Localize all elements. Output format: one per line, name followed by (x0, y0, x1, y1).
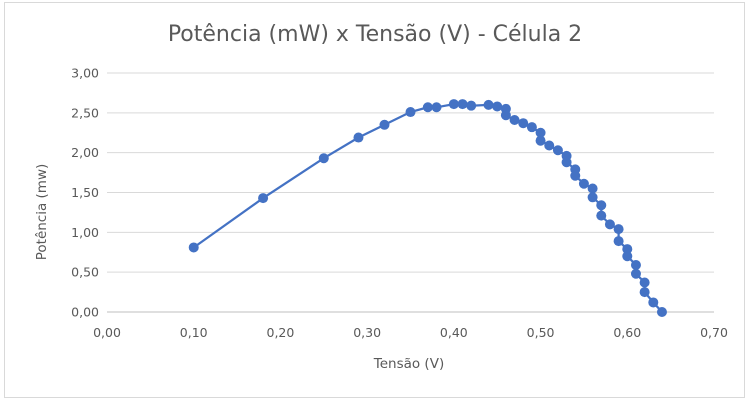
x-axis-title: Tensão (V) (373, 356, 444, 372)
data-point (613, 236, 624, 247)
y-tick-label: 0,50 (71, 265, 99, 280)
data-point (353, 132, 364, 143)
data-point (561, 157, 572, 168)
data-point (431, 102, 442, 113)
data-point (587, 183, 598, 194)
data-point (639, 287, 650, 298)
y-tick-label: 2,00 (71, 145, 99, 160)
data-point (483, 99, 494, 110)
data-point (188, 242, 199, 253)
data-point (578, 178, 589, 189)
y-tick-label: 1,00 (71, 225, 99, 240)
data-points (188, 99, 667, 317)
data-point (604, 219, 615, 230)
data-point (535, 127, 546, 138)
data-point (613, 224, 624, 235)
data-point (552, 145, 563, 156)
data-point (258, 193, 269, 204)
data-point (379, 119, 390, 130)
data-point (405, 107, 416, 118)
data-point (318, 153, 329, 164)
x-tick-label: 0,40 (440, 325, 468, 340)
x-tick-label: 0,30 (353, 325, 381, 340)
data-point (492, 101, 503, 112)
data-point (648, 297, 659, 308)
data-point (535, 135, 546, 146)
chart-title: Potência (mW) x Tensão (V) - Célula 2 (168, 22, 582, 47)
data-point (457, 99, 468, 110)
data-point (466, 100, 477, 111)
data-point (656, 307, 667, 317)
x-tick-label: 0,60 (613, 325, 641, 340)
data-point (509, 115, 520, 126)
y-tick-label: 0,00 (71, 305, 99, 320)
data-point (596, 200, 607, 211)
y-axis-title: Potência (mw) (34, 164, 50, 261)
data-point (422, 102, 433, 113)
x-tick-label: 0,70 (700, 325, 728, 340)
data-point (518, 118, 529, 129)
x-axis-ticks: 0,00 0,10 0,20 0,30 0,40 0,50 0,60 0,70 (93, 325, 728, 340)
y-tick-label: 1,50 (71, 185, 99, 200)
y-tick-label: 2,50 (71, 105, 99, 120)
y-tick-label: 3,00 (71, 66, 99, 81)
data-point (544, 140, 555, 151)
data-point (630, 268, 641, 279)
data-point (596, 210, 607, 221)
data-point (500, 110, 511, 121)
x-tick-label: 0,10 (180, 325, 208, 340)
data-point (639, 277, 650, 288)
data-point (526, 122, 537, 133)
data-point (630, 259, 641, 270)
data-point (448, 99, 459, 110)
series-line (193, 102, 663, 313)
data-point (622, 251, 633, 262)
data-point (570, 170, 581, 181)
x-tick-label: 0,20 (267, 325, 295, 340)
data-point (622, 244, 633, 255)
data-point (587, 192, 598, 203)
chart-frame (4, 2, 745, 398)
y-axis-ticks: 0,00 0,50 1,00 1,50 2,00 2,50 3,00 (71, 66, 99, 320)
x-tick-label: 0,00 (93, 325, 121, 340)
x-tick-label: 0,50 (527, 325, 555, 340)
